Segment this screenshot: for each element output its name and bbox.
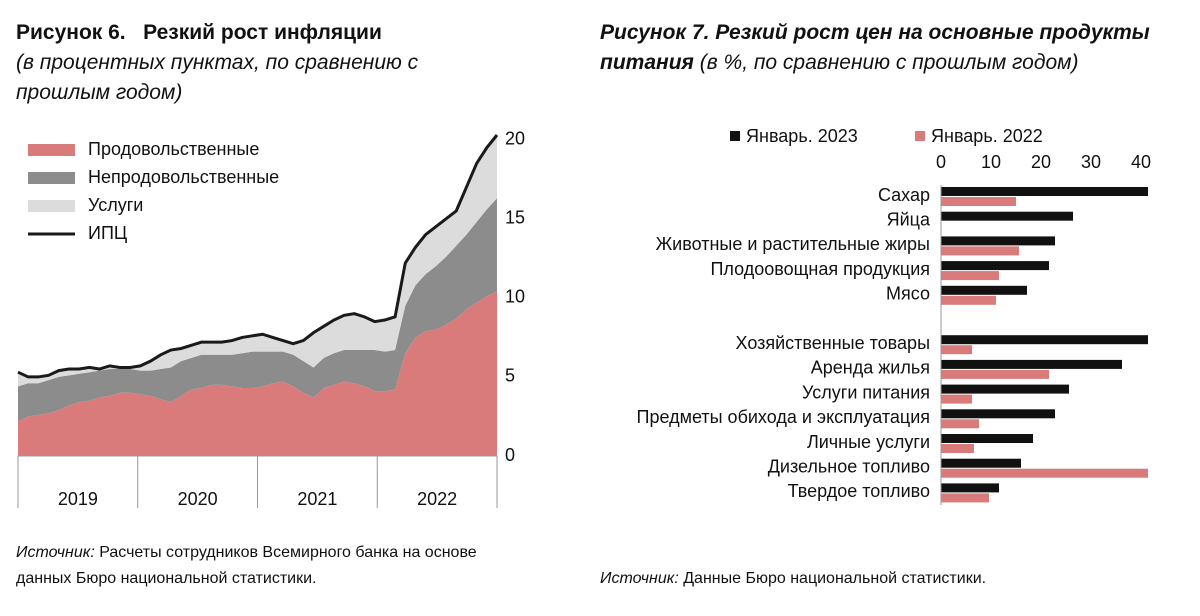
legend-swatch — [730, 131, 740, 141]
legend-swatch — [28, 172, 75, 184]
y-tick-label: 10 — [505, 287, 525, 307]
area — [18, 198, 497, 422]
x-tick-label: 20 — [1031, 152, 1051, 172]
bar — [941, 434, 1033, 443]
area — [18, 135, 497, 387]
bar — [941, 236, 1055, 246]
bar — [941, 246, 1019, 256]
bar — [941, 493, 989, 503]
y-tick-label: 5 — [505, 366, 515, 386]
bar — [941, 271, 999, 281]
bar — [941, 468, 1148, 478]
bar — [941, 261, 1049, 271]
bar — [941, 419, 979, 429]
source-text: Расчеты сотрудников Всемирного банка на … — [16, 544, 477, 587]
category-label: Предметы обихода и эксплуатация — [637, 407, 930, 427]
category-label: Твердое топливо — [788, 481, 930, 501]
bar — [941, 197, 1016, 206]
legend-label: Январь. 2022 — [931, 126, 1043, 146]
bar — [941, 384, 1069, 394]
bar — [941, 335, 1148, 345]
legend-swatch — [915, 131, 925, 141]
bar — [941, 211, 1073, 221]
x-tick-label: 2021 — [297, 489, 337, 509]
category-label: Личные услуги — [807, 432, 930, 452]
category-label: Аренда жилья — [811, 358, 930, 378]
legend-label: Продовольственные — [88, 139, 259, 159]
bar — [941, 295, 996, 305]
category-label: Мясо — [886, 284, 930, 304]
cpi-line — [17, 134, 499, 379]
y-tick-label: 0 — [505, 445, 515, 465]
category-label: Животные и растительные жиры — [656, 234, 930, 254]
y-tick-label: 20 — [505, 128, 525, 148]
bar — [941, 369, 1049, 379]
source-label: Источник: — [600, 570, 679, 587]
legend-swatch — [28, 144, 75, 156]
bar — [941, 187, 1148, 196]
legend-label: Непродовольственные — [88, 167, 279, 187]
bar — [941, 345, 972, 355]
x-tick-label: 0 — [936, 152, 946, 172]
x-tick-label: 30 — [1081, 152, 1101, 172]
source: Источник: Данные Бюро национальной стати… — [600, 566, 1160, 592]
source-label: Источник: — [16, 544, 95, 561]
x-tick-label: 2022 — [417, 489, 457, 509]
source: Источник: Расчеты сотрудников Всемирного… — [16, 540, 516, 592]
title-block: Рисунок 7. Резкий рост цен на основные п… — [600, 18, 1170, 78]
area — [18, 291, 497, 456]
chart-title: Рисунок 7. Резкий рост цен на основные п… — [600, 21, 1150, 74]
chart-subtitle: (в процентных пунктах, по сравнению с пр… — [16, 51, 419, 104]
legend-label: ИПЦ — [88, 223, 127, 243]
x-tick-label: 2019 — [58, 489, 98, 509]
x-tick-label: 40 — [1131, 152, 1151, 172]
chart-subtitle: (в %, по сравнению с прошлым годом) — [699, 51, 1079, 74]
bar — [941, 458, 1021, 468]
legend-label: Услуги — [88, 195, 143, 215]
chart-title: Рисунок 6. Резкий рост инфляции — [16, 21, 382, 44]
source-text: Данные Бюро национальной статистики. — [683, 570, 987, 587]
y-tick-label: 15 — [505, 208, 525, 228]
bar — [941, 359, 1122, 369]
bar — [941, 483, 999, 493]
x-tick-label: 10 — [981, 152, 1001, 172]
category-label: Хозяйственные товары — [736, 333, 930, 353]
bar — [941, 444, 974, 453]
bar — [941, 285, 1027, 295]
category-label: Плодоовощная продукция — [710, 259, 930, 279]
category-label: Сахар — [878, 185, 930, 205]
legend-label: Январь. 2023 — [746, 126, 858, 146]
category-label: Дизельное топливо — [768, 456, 930, 476]
category-label: Яйца — [887, 209, 931, 229]
category-label: Услуги питания — [802, 382, 930, 402]
bar — [941, 394, 972, 404]
title-block: Рисунок 6. Резкий рост инфляции (в процен… — [16, 18, 436, 108]
legend-swatch — [28, 200, 75, 212]
x-tick-label: 2020 — [178, 489, 218, 509]
bar — [941, 409, 1055, 419]
